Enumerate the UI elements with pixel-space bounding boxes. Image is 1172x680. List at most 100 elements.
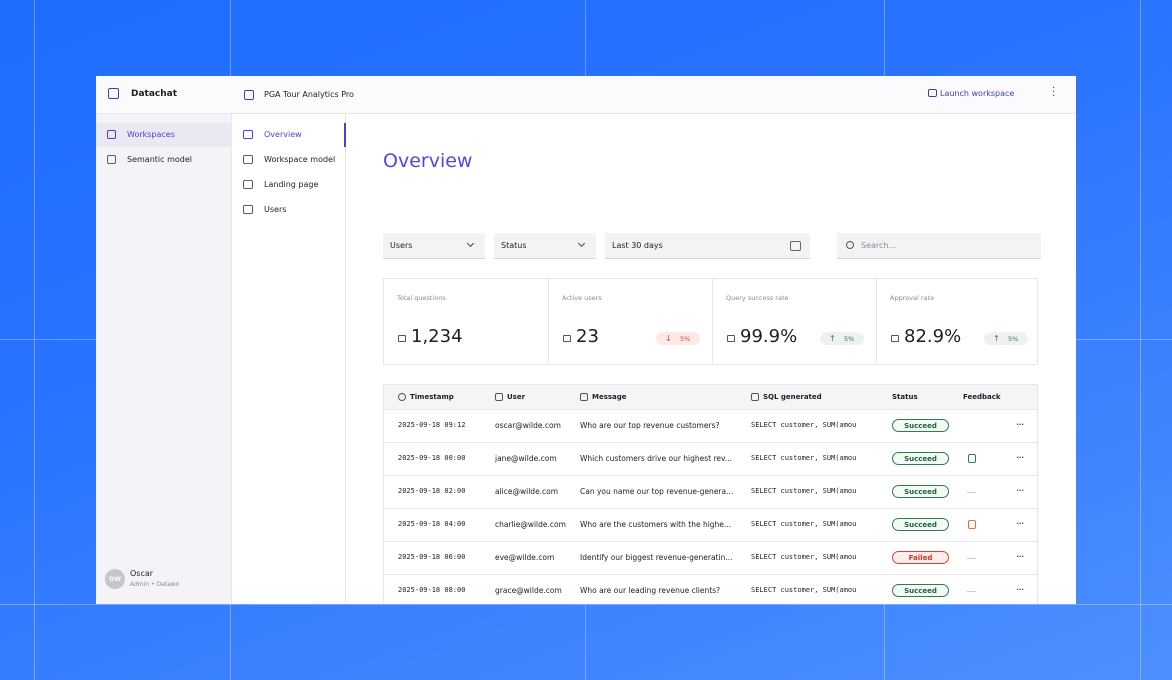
stat-value: 23	[576, 326, 599, 347]
subnav-label: Workspace model	[264, 155, 336, 164]
nav-icon	[107, 130, 116, 139]
row-menu[interactable]: ···	[1016, 418, 1024, 431]
grid-line	[1140, 0, 1141, 680]
stat-icon	[398, 335, 406, 342]
stat-icon	[727, 335, 735, 342]
user-cell: jane@wilde.com	[495, 454, 557, 463]
table-row: 2025-09-18 04:00 charlie@wilde.com Who are…	[384, 509, 1037, 542]
nav-item[interactable]: Semantic model	[96, 148, 232, 172]
stat-change: ↑ 5%	[820, 332, 864, 345]
feedback-none	[967, 591, 976, 592]
stat-value: 99.9%	[740, 326, 798, 347]
column-icon	[580, 393, 588, 401]
subnav-label: Users	[264, 205, 287, 214]
workspace-icon	[244, 90, 254, 100]
search-placeholder: Search...	[861, 241, 897, 250]
sql-cell: SELECT customer, SUM(amou	[751, 553, 857, 561]
subnav-item[interactable]: Overview	[232, 123, 346, 147]
user-cell: eve@wilde.com	[495, 553, 555, 562]
feedback-up[interactable]	[968, 454, 976, 463]
chevron	[577, 239, 586, 248]
message-cell: Who are our leading revenue clients?	[580, 586, 721, 595]
sql-cell: SELECT customer, SUM(amou	[751, 421, 857, 429]
table-row: 2025-09-18 09:12 oscar@wilde.com Who are o…	[384, 410, 1037, 443]
brand-logo	[108, 88, 119, 99]
search-icon	[846, 241, 854, 249]
stat-icon	[563, 335, 571, 342]
stat-label: Active users	[562, 294, 602, 302]
stats-panel: Total questions 1,234 Active users 23 ↓ 5% Que…	[383, 278, 1038, 365]
grid-line	[34, 0, 35, 680]
sql-cell: SELECT customer, SUM(amou	[751, 586, 857, 594]
workspace-title: PGA Tour Analytics Pro	[264, 90, 354, 99]
column-icon	[398, 393, 406, 401]
sql-cell: SELECT customer, SUM(amou	[751, 520, 857, 528]
column-header: User	[507, 393, 526, 401]
status-badge: Succeed	[892, 452, 949, 465]
nav-item[interactable]: Workspaces	[96, 123, 232, 147]
table-row: 2025-09-18 06:00 eve@wilde.com Identify ou…	[384, 542, 1037, 575]
avatar: OW	[105, 569, 125, 589]
launch-icon	[928, 89, 937, 97]
trend-arrow: ↑	[993, 334, 1000, 343]
subnav-icon	[243, 205, 253, 214]
feedback-none	[967, 558, 976, 559]
menu-button[interactable]: · · ·	[1052, 83, 1056, 102]
user-cell: oscar@wilde.com	[495, 421, 561, 430]
subnav-label: Landing page	[264, 180, 319, 189]
message-cell: Identify our biggest revenue-generatin..…	[580, 553, 733, 562]
table-row: 2025-09-18 02:00 alice@wilde.com Can you n…	[384, 476, 1037, 509]
row-menu[interactable]: ···	[1016, 583, 1024, 596]
timestamp-cell: 2025-09-18 02:00	[398, 487, 466, 495]
status-badge: Succeed	[892, 419, 949, 432]
table-row: 2025-09-18 08:00 grace@wilde.com Who are o…	[384, 575, 1037, 604]
subnav-label: Overview	[264, 130, 302, 139]
filter-dropdown[interactable]: Users	[383, 233, 485, 259]
nav-label: Workspaces	[127, 130, 175, 139]
main-content: Overview Users Status Last 30 days Search.…	[346, 114, 1076, 604]
sub-sidebar: Overview Workspace model Landing page Users	[232, 114, 346, 604]
app-window: Datachat PGA Tour Analytics Pro Launch w…	[96, 76, 1076, 604]
message-cell: Which customers drive our highest rev...	[580, 454, 733, 463]
filter-label: Last 30 days	[612, 241, 663, 250]
filter-dropdown[interactable]: Status	[494, 233, 596, 259]
search-box[interactable]: Search...	[837, 233, 1041, 259]
subnav-item[interactable]: Users	[232, 198, 346, 222]
timestamp-cell: 2025-09-18 08:00	[398, 586, 466, 594]
message-cell: Who are the customers with the highe...	[580, 520, 732, 529]
launch-button[interactable]: Launch workspace	[940, 89, 1015, 98]
filter-dropdown[interactable]: Last 30 days	[605, 233, 810, 259]
user-role: Admin • Datawo	[130, 581, 180, 588]
stat-label: Approval rate	[890, 294, 935, 302]
trend-arrow: ↓	[665, 334, 672, 343]
row-menu[interactable]: ···	[1016, 550, 1024, 563]
user-cell: alice@wilde.com	[495, 487, 559, 496]
column-header: Timestamp	[410, 393, 454, 401]
trend-arrow: ↑	[829, 334, 836, 343]
column-header: Status	[892, 393, 918, 401]
subnav-item[interactable]: Landing page	[232, 173, 346, 197]
column-header: SQL generated	[763, 393, 822, 401]
table-header: Timestamp User Message SQL generated Status F…	[384, 385, 1037, 410]
feedback-down[interactable]	[968, 520, 976, 529]
stat-label: Query success rate	[726, 294, 789, 302]
stat-card: Query success rate 99.9% ↑ 5%	[712, 279, 876, 364]
row-menu[interactable]: ···	[1016, 451, 1024, 464]
subnav-item[interactable]: Workspace model	[232, 148, 346, 172]
row-menu[interactable]: ···	[1016, 484, 1024, 497]
sql-cell: SELECT customer, SUM(amou	[751, 487, 857, 495]
page-title: Overview	[383, 150, 473, 172]
column-header: Feedback	[963, 393, 1001, 401]
timestamp-cell: 2025-09-18 04:00	[398, 520, 466, 528]
row-menu[interactable]: ···	[1016, 517, 1024, 530]
top-bar: Datachat PGA Tour Analytics Pro Launch w…	[96, 76, 1076, 114]
column-header: Message	[592, 393, 627, 401]
stat-change: ↓ 5%	[656, 332, 700, 345]
filter-label: Status	[501, 241, 527, 250]
nav-icon	[107, 155, 116, 164]
stat-value: 82.9%	[904, 326, 962, 347]
status-badge: Succeed	[892, 485, 949, 498]
stat-card: Total questions 1,234	[384, 279, 548, 364]
change-label: 5%	[1008, 335, 1019, 343]
